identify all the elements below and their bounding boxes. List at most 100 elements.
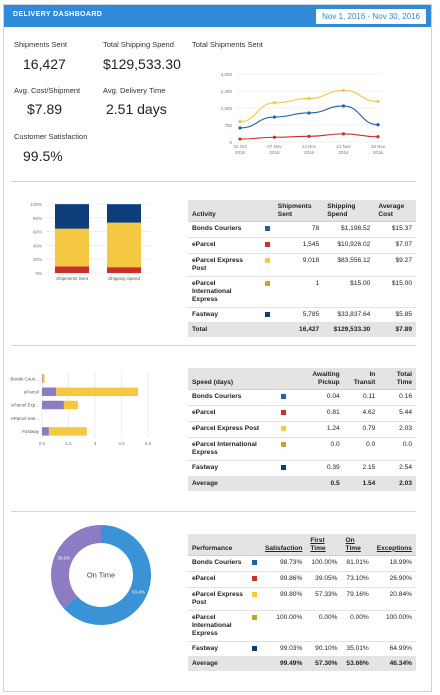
col-swatch bbox=[247, 534, 261, 557]
bar-segment bbox=[55, 266, 89, 273]
value-cell: 39.05% bbox=[306, 571, 342, 588]
value-cell: 26.90% bbox=[372, 571, 416, 588]
table-footer-row: Total 16,427 $129,533.30 $7.89 bbox=[188, 322, 416, 338]
col-shipments: Shipments Sent bbox=[273, 200, 324, 223]
bar-segment bbox=[55, 228, 89, 267]
value-cell: 0.16 bbox=[379, 389, 416, 407]
y-tick-label: 750 bbox=[224, 123, 232, 128]
col-speed: Speed (days) bbox=[188, 368, 277, 391]
x-tick-label: Shipping Spend bbox=[108, 276, 140, 281]
value-cell: 4.62 bbox=[343, 405, 380, 422]
row-label: eParcel bbox=[188, 237, 261, 254]
value-cell: 64.99% bbox=[372, 641, 416, 658]
series-point bbox=[272, 101, 277, 105]
series-point bbox=[238, 120, 242, 124]
row-label: eParcel International Express bbox=[188, 437, 277, 461]
x-tick-label: 1.5 bbox=[65, 441, 72, 446]
row-label: Bonds Couriers bbox=[188, 221, 261, 239]
value-cell: $1,198.52 bbox=[323, 221, 375, 239]
bar-segment bbox=[107, 204, 141, 223]
table-row: eParcel Express Post 99.80% 57.33% 79.16% 20… bbox=[188, 587, 416, 611]
color-swatch bbox=[280, 464, 286, 470]
col-in-transit: In Transit bbox=[343, 368, 380, 391]
y-tick-label: 3,000 bbox=[221, 72, 233, 77]
table-row: Fastway 0.39 2.15 2.54 bbox=[188, 460, 416, 477]
performance-table: Performance Satisfaction First Time On T… bbox=[188, 534, 416, 672]
x-tick-label: 3 bbox=[94, 441, 97, 446]
col-on-time[interactable]: On Time bbox=[341, 534, 373, 557]
col-satisfaction-label: Satisfaction bbox=[264, 544, 303, 552]
value-cell: 73.10% bbox=[341, 571, 373, 588]
value-cell: $33,837.64 bbox=[323, 307, 375, 324]
table-row: eParcel 99.86% 39.05% 73.10% 26.90% bbox=[188, 571, 416, 588]
value-cell: 35.01% bbox=[341, 641, 373, 658]
row-label: Bonds Couriers bbox=[188, 555, 248, 573]
value-cell: $15.37 bbox=[374, 221, 416, 239]
value-cell: 0.11 bbox=[343, 389, 380, 407]
date-range-button[interactable]: Nov 1, 2016 - Nov 30, 2016 bbox=[315, 8, 427, 25]
series-point bbox=[307, 134, 311, 138]
x-tick-label: 0.0 bbox=[39, 441, 46, 446]
swatch-cell bbox=[276, 460, 290, 477]
y-tick-label: 0 bbox=[229, 140, 232, 145]
series-point bbox=[376, 135, 380, 139]
value-cell: 99.03% bbox=[260, 641, 307, 658]
series-point bbox=[272, 135, 277, 139]
bar-segment bbox=[42, 400, 64, 410]
col-first-time[interactable]: First Time bbox=[306, 534, 342, 557]
value-cell: 81.01% bbox=[341, 555, 373, 573]
col-on-time-label: On Time bbox=[345, 537, 361, 552]
value-cell: 1.54 bbox=[343, 476, 380, 491]
value-cell: 1,545 bbox=[273, 237, 324, 254]
y-tick-label: 80% bbox=[33, 216, 42, 221]
table-row: eParcel International Express 100.00% 0.00… bbox=[188, 610, 416, 642]
activity-table: Activity Shipments Sent Shipping Spend A… bbox=[188, 200, 416, 338]
kpi-time-label: Avg. Delivery Time bbox=[103, 86, 166, 95]
value-cell: 0.81 bbox=[289, 405, 344, 422]
bar-segment bbox=[42, 374, 43, 383]
slice-label: 63.4% bbox=[132, 589, 145, 594]
table-row: eParcel 1,545 $10,926.02 $7.07 bbox=[188, 237, 416, 254]
table-row: eParcel International Express 0.0 0.0 0.0 bbox=[188, 437, 416, 461]
row-label: Total bbox=[188, 322, 261, 338]
value-cell: $83,556.12 bbox=[323, 253, 375, 277]
row-label: eParcel Express Post bbox=[188, 421, 277, 438]
value-cell: 53.66% bbox=[341, 656, 373, 672]
value-cell: 1 bbox=[273, 276, 324, 308]
swatch-cell bbox=[276, 405, 290, 422]
col-swatch bbox=[276, 368, 290, 391]
donut-slice bbox=[63, 525, 152, 625]
col-exceptions[interactable]: Exceptions bbox=[372, 534, 416, 557]
color-swatch bbox=[264, 280, 270, 286]
bar-segment bbox=[63, 400, 78, 410]
col-awaiting-pickup: Awaiting Pickup bbox=[289, 368, 344, 391]
dashboard-frame: DELIVERY DASHBOARD Nov 1, 2016 - Nov 30,… bbox=[3, 4, 432, 692]
swatch-cell bbox=[247, 656, 261, 672]
series-point bbox=[341, 104, 346, 108]
kpi-cost-value: $7.89 bbox=[27, 101, 63, 117]
y-tick-label: 2,250 bbox=[221, 89, 233, 94]
section-divider bbox=[11, 511, 416, 512]
table-row: Bonds Couriers 98.73% 100.00% 81.01% 18.99% bbox=[188, 555, 416, 573]
x-tick-label: 2016 bbox=[235, 150, 246, 155]
value-cell: 0.04 bbox=[289, 389, 344, 407]
row-label: Average bbox=[188, 476, 277, 491]
series-point bbox=[307, 111, 311, 115]
section-divider bbox=[11, 345, 416, 346]
x-tick-label: 28 Nov bbox=[371, 144, 386, 149]
color-swatch bbox=[251, 576, 257, 582]
y-tick-label: eParcel Exp... bbox=[11, 403, 39, 408]
table-row: eParcel Express Post 9,018 $83,556.12 $9.27 bbox=[188, 253, 416, 277]
color-swatch bbox=[264, 311, 270, 317]
col-satisfaction[interactable]: Satisfaction bbox=[260, 534, 307, 557]
col-swatch bbox=[260, 200, 274, 223]
kpi-satisfaction-label: Customer Satisfaction bbox=[14, 132, 88, 141]
table-row: Bonds Couriers 78 $1,198.52 $15.37 bbox=[188, 221, 416, 239]
color-swatch bbox=[280, 410, 286, 416]
table-row: Fastway 5,785 $33,837.64 $5.85 bbox=[188, 307, 416, 324]
bar-segment bbox=[42, 387, 57, 397]
section-divider bbox=[11, 181, 416, 182]
value-cell: 100.00% bbox=[306, 555, 342, 573]
x-tick-label: 2016 bbox=[373, 150, 384, 155]
